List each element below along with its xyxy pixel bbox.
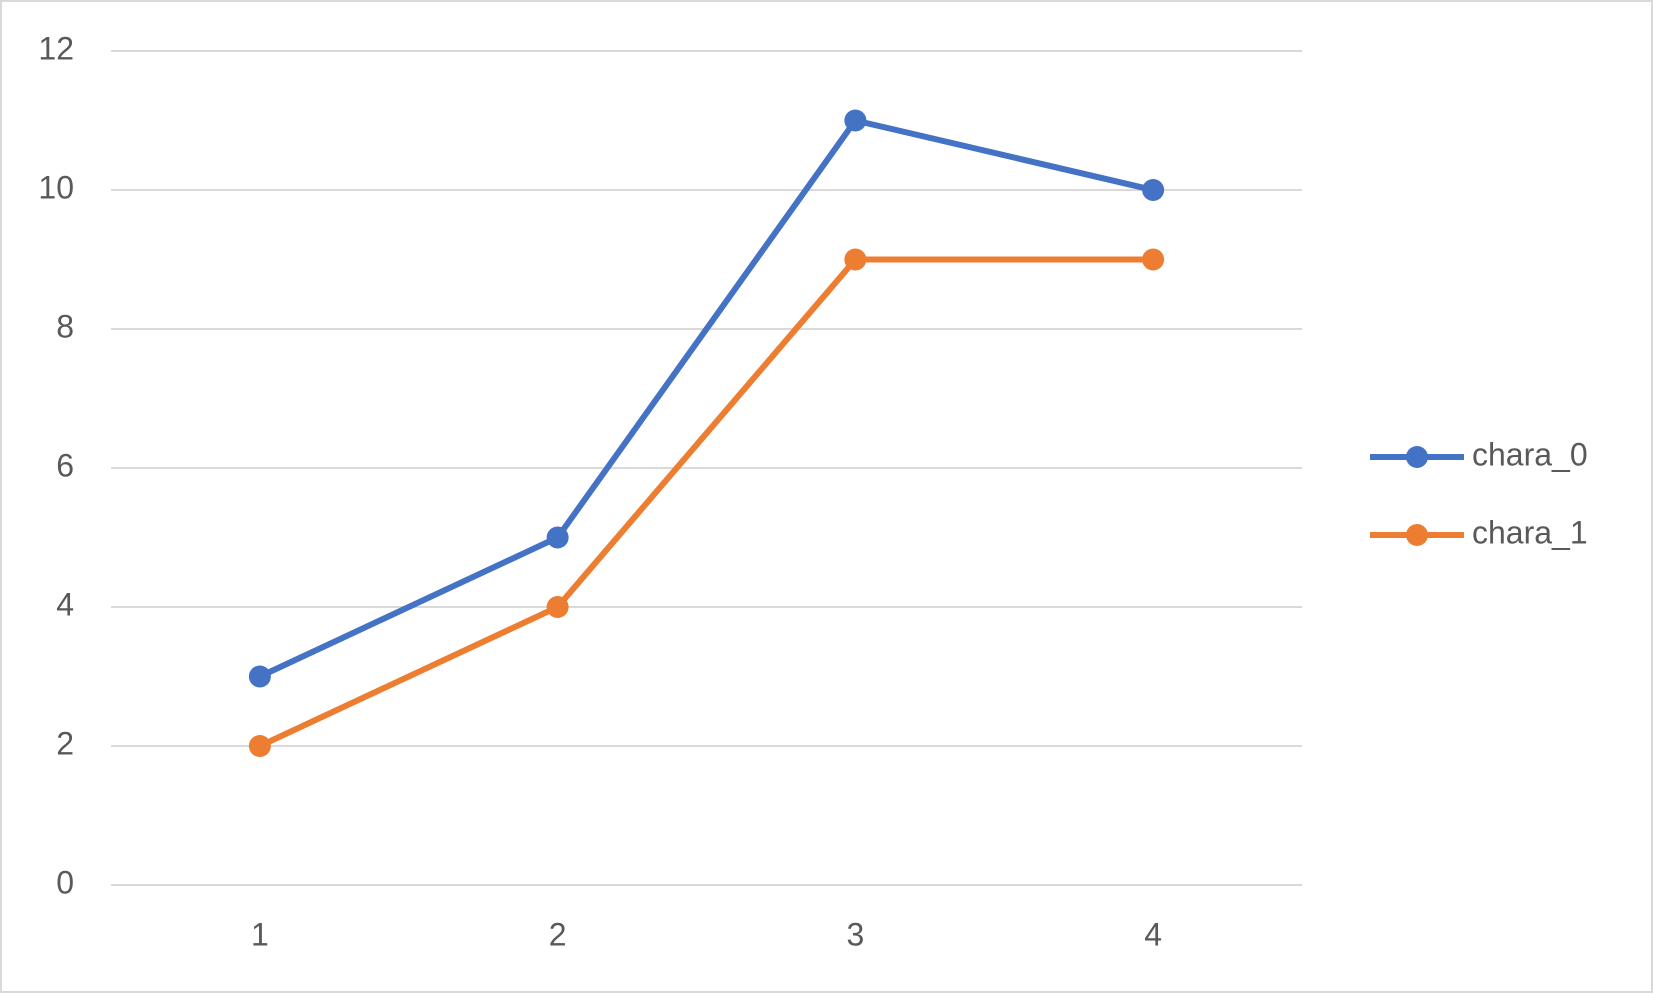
- series-line: [258, 117, 1154, 680]
- x-tick-label: 4: [1144, 916, 1162, 952]
- y-tick-label: 10: [38, 169, 74, 205]
- data-point: [844, 109, 867, 132]
- data-point: [546, 596, 569, 618]
- y-tick-label: 2: [56, 725, 74, 761]
- x-tick-label: 3: [846, 916, 864, 952]
- legend-label: chara_1: [1472, 514, 1588, 550]
- y-tick-label: 4: [56, 586, 74, 622]
- data-point: [1142, 179, 1165, 201]
- y-tick-label: 12: [38, 30, 74, 66]
- series-line: [258, 256, 1154, 749]
- y-tick-label: 8: [56, 308, 74, 344]
- legend-marker: [1406, 446, 1428, 468]
- data-point: [844, 248, 867, 271]
- legend-label: chara_0: [1472, 436, 1588, 472]
- y-tick-label: 6: [56, 447, 74, 483]
- x-tick-label: 1: [251, 916, 269, 952]
- data-point: [1142, 248, 1165, 271]
- data-point: [248, 665, 271, 688]
- legend-marker: [1406, 524, 1428, 546]
- data-point: [546, 526, 569, 549]
- y-tick-label: 0: [56, 864, 74, 900]
- x-tick-label: 2: [549, 916, 567, 952]
- data-point: [248, 735, 271, 757]
